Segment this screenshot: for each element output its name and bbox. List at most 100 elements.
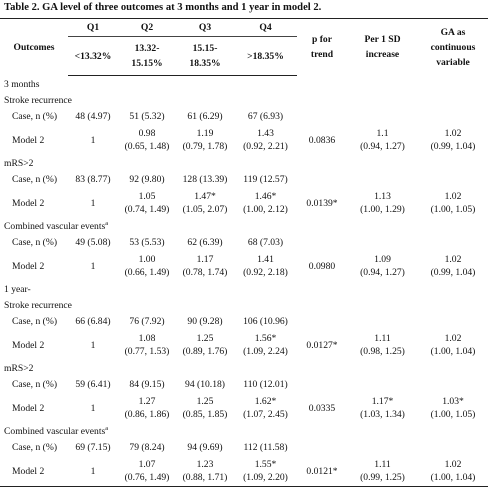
empty-cell xyxy=(297,313,347,330)
table-row: Case, n (%) 83 (8.77) 92 (9.80) 128 (13.39)… xyxy=(0,171,488,188)
outcome-label: Combined vascular eventsa xyxy=(0,218,488,234)
cell-q1: 1 xyxy=(90,197,96,209)
estimate: 1.17* xyxy=(371,396,394,407)
outcome-label: Stroke recurrence xyxy=(0,297,488,313)
cell-q2: 76 (7.92) xyxy=(129,316,165,327)
cell-per-sd: 1.17* (1.03, 1.34) xyxy=(347,393,418,423)
table-caption: Table 2. GA level of three outcomes at 3… xyxy=(4,2,322,13)
cell-q4: 1.62* (1.07, 2.45) xyxy=(234,393,297,423)
confidence-interval: (0.92, 2.18) xyxy=(243,267,288,278)
estimate: 1.41 xyxy=(257,254,274,265)
estimate: 1.11 xyxy=(374,333,391,344)
cell-q4: 106 (10.96) xyxy=(243,316,288,327)
confidence-interval: (0.99, 1.25) xyxy=(360,472,405,483)
header-q4: Q4 xyxy=(234,18,297,37)
row-label-text: Combined vascular events xyxy=(4,425,106,437)
cell-q4: 112 (11.58) xyxy=(243,442,288,453)
estimate: 1.02 xyxy=(444,333,462,344)
confidence-interval: (1.00, 1.29) xyxy=(360,204,405,215)
cell-q1: 1 xyxy=(90,402,96,414)
section-label: 3 months xyxy=(0,76,488,93)
confidence-interval: (1.05, 2.07) xyxy=(182,204,228,215)
cell-q3: 94 (9.69) xyxy=(187,442,223,453)
confidence-interval: (0.77, 1.53) xyxy=(124,346,170,357)
header-q3-range: 15.15-18.35% xyxy=(176,36,234,76)
table-row: Case, n (%) 49 (5.08) 53 (5.53) 62 (6.39) 68… xyxy=(0,234,488,251)
cell-q2: 1.08 (0.77, 1.53) xyxy=(118,330,176,360)
cell-q2: 1.05 (0.74, 1.49) xyxy=(118,188,176,218)
cell-q2: 1.07 (0.76, 1.49) xyxy=(118,456,176,487)
table-row: Model 2 1 1.00 (0.66, 1.49) 1.17 (0.78, 1.74)… xyxy=(0,251,488,281)
table-row: Stroke recurrence xyxy=(0,92,488,108)
cell-ga-continuous: 1.02 (1.00, 1.04) xyxy=(418,456,488,487)
table-row: Combined vascular eventsa xyxy=(0,423,488,439)
table-row: Stroke recurrence xyxy=(0,297,488,313)
cell-per-sd: 1.13 (1.00, 1.29) xyxy=(347,188,418,218)
estimate: 1.02 xyxy=(444,459,462,470)
results-table: Outcomes Q1 Q2 Q3 Q4 p for trend Per 1 S… xyxy=(0,18,488,487)
table-body: 3 months Stroke recurrence Case, n (%) 48 (… xyxy=(0,76,488,487)
cell-q2: 92 (9.80) xyxy=(129,174,165,185)
cell-q3: 1.17 (0.78, 1.74) xyxy=(176,251,234,281)
empty-cell xyxy=(297,376,347,393)
table-row: Model 2 1 1.08 (0.77, 1.53) 1.25 (0.89, 1.76)… xyxy=(0,330,488,360)
confidence-interval: (1.09, 2.24) xyxy=(243,346,288,357)
estimate: 1.47* xyxy=(194,191,216,202)
outcome-label: mRS>2 xyxy=(0,360,488,376)
estimate: 1.27 xyxy=(138,396,156,407)
confidence-interval: (0.89, 1.76) xyxy=(182,346,228,357)
confidence-interval: (1.07, 2.45) xyxy=(243,409,288,420)
cell-ga-continuous: 1.03* (1.00, 1.05) xyxy=(418,393,488,423)
section-label: 1 year- xyxy=(0,281,488,297)
outcome-label: mRS>2 xyxy=(0,155,488,171)
header-q1-range: <13.32% xyxy=(68,36,118,76)
cell-q1: 1 xyxy=(90,134,96,146)
table-row: Case, n (%) 69 (7.15) 79 (8.24) 94 (9.69) 11… xyxy=(0,439,488,456)
cell-q1: 1 xyxy=(90,260,96,272)
table-row: Model 2 1 1.27 (0.86, 1.86) 1.25 (0.85, 1.85)… xyxy=(0,393,488,423)
cell-q2: 84 (9.15) xyxy=(129,379,165,390)
confidence-interval: (0.99, 1.04) xyxy=(430,267,476,278)
row-label-text: 1 year- xyxy=(4,283,31,295)
estimate: 1.25 xyxy=(196,333,214,344)
footnote-marker: a xyxy=(105,219,109,227)
table-row: mRS>2 xyxy=(0,360,488,376)
estimate: 1.02 xyxy=(444,254,462,265)
row-label: Case, n (%) xyxy=(12,237,58,248)
cell-q3: 1.25 (0.89, 1.76) xyxy=(176,330,234,360)
confidence-interval: (0.94, 1.27) xyxy=(360,267,405,278)
empty-cell xyxy=(297,108,347,125)
cell-per-sd: 1.1 (0.94, 1.27) xyxy=(347,125,418,155)
cell-q2: 51 (5.32) xyxy=(129,111,165,122)
confidence-interval: (0.86, 1.86) xyxy=(124,409,170,420)
estimate: 1.19 xyxy=(196,128,214,139)
cell-q4: 68 (7.03) xyxy=(247,237,284,248)
table-row: Case, n (%) 59 (6.41) 84 (9.15) 94 (10.18) 1… xyxy=(0,376,488,393)
confidence-interval: (0.79, 1.78) xyxy=(182,141,228,152)
empty-cell xyxy=(418,108,488,125)
cell-q4: 1.43 (0.92, 2.21) xyxy=(234,125,297,155)
cell-p-trend: 0.0127* xyxy=(306,339,338,351)
table-row: Model 2 1 1.07 (0.76, 1.49) 1.23 (0.88, 1.71)… xyxy=(0,456,488,487)
empty-cell xyxy=(347,234,418,251)
row-label: Case, n (%) xyxy=(12,111,58,122)
cell-per-sd: 1.11 (0.99, 1.25) xyxy=(347,456,418,487)
table-row: 3 months xyxy=(0,76,488,93)
confidence-interval: (0.92, 2.21) xyxy=(243,141,288,152)
cell-q3: 1.23 (0.88, 1.71) xyxy=(176,456,234,487)
cell-q2: 79 (8.24) xyxy=(129,442,165,453)
cell-per-sd: 1.09 (0.94, 1.27) xyxy=(347,251,418,281)
confidence-interval: (0.65, 1.48) xyxy=(124,141,170,152)
footnote-marker: a xyxy=(105,424,109,432)
header-q1: Q1 xyxy=(68,18,118,37)
confidence-interval: (0.78, 1.74) xyxy=(182,267,228,278)
header-p-trend: p for trend xyxy=(297,18,347,76)
confidence-interval: (0.88, 1.71) xyxy=(182,472,228,483)
table-row: mRS>2 xyxy=(0,155,488,171)
row-label: Case, n (%) xyxy=(12,442,58,453)
cell-p-trend: 0.0139* xyxy=(306,197,338,209)
header-q3: Q3 xyxy=(176,18,234,37)
estimate: 1.17 xyxy=(196,254,214,265)
row-label: Model 2 xyxy=(12,260,45,272)
header-q2-range: 13.32-15.15% xyxy=(118,36,176,76)
